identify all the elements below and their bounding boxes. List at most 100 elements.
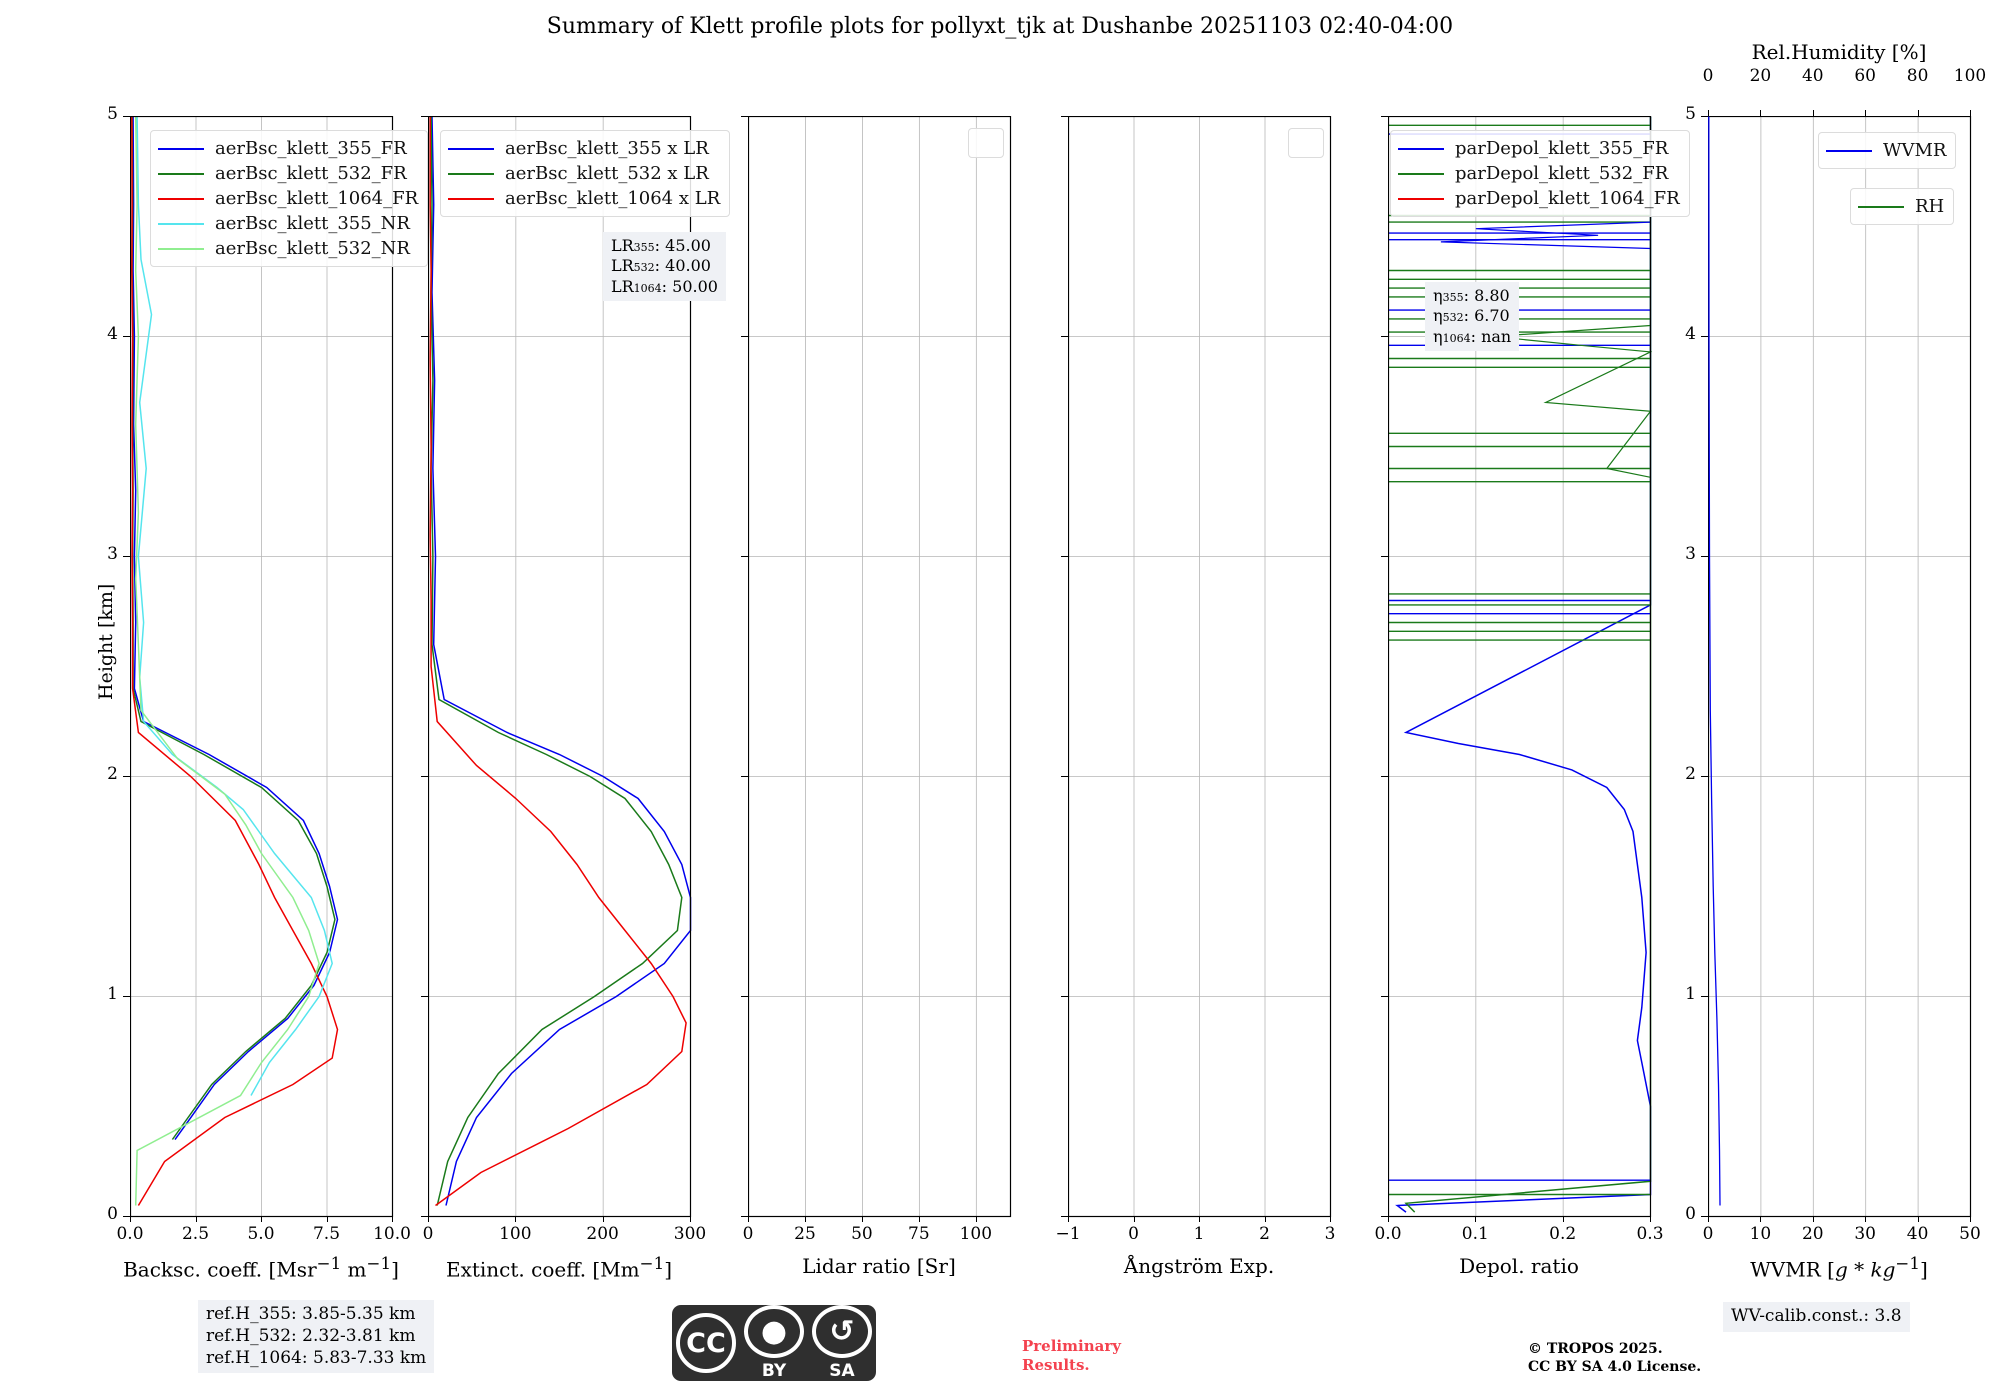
x-tick-mark	[392, 1216, 393, 1222]
legend-label: aerBsc_klett_532_FR	[215, 163, 407, 184]
x-tick-mark	[515, 1216, 517, 1222]
y-tick-mark	[421, 116, 428, 117]
license-line: CC BY SA 4.0 License.	[1528, 1359, 1702, 1376]
cc-by-segment: ● BY	[740, 1305, 808, 1381]
y-tick-label: 3	[107, 544, 118, 564]
legend-angstrom[interactable]	[1288, 128, 1324, 158]
y-tick-mark	[741, 996, 748, 997]
plot-angstrom	[1068, 116, 1332, 1218]
x-tick-mark	[326, 1216, 328, 1222]
top-x-tick-label: 60	[1854, 66, 1876, 86]
legend-swatch	[158, 247, 204, 250]
x-tick-mark	[261, 1216, 262, 1222]
eta-532: η532: 6.70	[1433, 306, 1510, 326]
ref-h-355: ref.H_355: 3.85-5.35 km	[206, 1304, 416, 1324]
legend-extinction[interactable]: aerBsc_klett_355 x LR aerBsc_klett_532 x…	[440, 130, 731, 217]
y-tick-mark	[123, 556, 130, 557]
legend-rh[interactable]: RH	[1850, 188, 1955, 225]
x-axis-label-depolarization: Depol. ratio	[1459, 1254, 1579, 1278]
x-tick-label: 300	[673, 1224, 707, 1244]
y-tick-mark	[421, 556, 428, 557]
legend-lidar-ratio[interactable]	[968, 128, 1004, 158]
x-tick-mark	[1133, 1216, 1135, 1222]
x-tick-mark	[1199, 1216, 1200, 1222]
legend-swatch	[1398, 172, 1444, 175]
x-tick-mark	[690, 1216, 691, 1222]
axes-frame	[1708, 116, 1972, 1218]
legend-item: parDepol_klett_532_FR	[1398, 161, 1680, 186]
lidar-ratio-info-box: LR355: 45.00 LR532: 40.00 LR1064: 50.00	[603, 232, 726, 302]
y-tick-mark	[123, 336, 130, 337]
legend-label: aerBsc_klett_355_NR	[215, 213, 410, 234]
legend-backscatter[interactable]: aerBsc_klett_355_FR aerBsc_klett_532_FR …	[150, 130, 429, 267]
legend-label: parDepol_klett_1064_FR	[1455, 188, 1680, 209]
legend-swatch	[1398, 147, 1444, 150]
series-line	[1404, 116, 1652, 1213]
axes-frame	[428, 116, 692, 1218]
y-tick-label: 0	[107, 1204, 118, 1224]
x-tick-label: 0	[422, 1224, 434, 1244]
x-tick-mark	[130, 1216, 131, 1222]
ref-h-1064: ref.H_1064: 5.83-7.33 km	[206, 1347, 427, 1368]
x-tick-mark	[1562, 1216, 1564, 1222]
cc-by-label: BY	[761, 1361, 787, 1381]
y-tick-mark	[1381, 116, 1388, 117]
x-tick-label: 100	[499, 1224, 532, 1244]
top-x-tick-label: 0	[1702, 66, 1714, 86]
y-tick-mark	[1381, 336, 1388, 337]
x-tick-label: 3	[1324, 1224, 1336, 1244]
tropos-copyright: © TROPOS 2025. CC BY SA 4.0 License.	[1528, 1340, 1701, 1376]
y-tick-mark	[1701, 336, 1708, 337]
x-tick-mark	[1812, 1216, 1814, 1222]
series-line	[1440, 221, 1651, 250]
x-tick-mark	[1917, 1216, 1919, 1222]
x-tick-label: 50	[851, 1224, 873, 1244]
y-axis-label: Height [km]	[95, 583, 117, 700]
x-axis-label-extinction: Extinct. coeff. [Mm−1]	[445, 1254, 673, 1282]
y-tick-mark	[1061, 556, 1068, 557]
preliminary-line-2: Results.	[1022, 1355, 1090, 1374]
legend-wvmr[interactable]: WVMR	[1818, 132, 1957, 169]
top-x-tick-mark	[1812, 110, 1814, 116]
legend-depolarization[interactable]: parDepol_klett_355_FR parDepol_klett_532…	[1390, 130, 1690, 217]
creative-commons-badge[interactable]: CC ● BY ↺ SA	[672, 1305, 876, 1381]
y-tick-mark	[1701, 776, 1708, 777]
y-tick-mark	[1701, 996, 1708, 997]
y-tick-label: 5	[1685, 104, 1696, 124]
legend-item: aerBsc_klett_355 x LR	[448, 136, 720, 161]
lr-355: LR355: 45.00	[611, 236, 711, 255]
legend-label: aerBsc_klett_532 x LR	[505, 163, 709, 184]
series-line	[1395, 116, 1652, 1213]
legend-swatch	[158, 222, 204, 225]
x-tick-mark	[1650, 1216, 1651, 1222]
x-tick-mark	[428, 1216, 429, 1222]
x-tick-label: 200	[586, 1224, 619, 1244]
legend-item: aerBsc_klett_532_FR	[158, 161, 418, 186]
top-x-tick-label: 20	[1749, 66, 1772, 86]
x-tick-label: 10	[1749, 1224, 1772, 1244]
x-tick-label: 0.0	[116, 1224, 144, 1244]
y-tick-mark	[421, 776, 428, 777]
cc-circle-icon: CC	[676, 1313, 736, 1373]
plot-wvmr-rh	[1708, 116, 1972, 1218]
y-tick-mark	[421, 336, 428, 337]
top-x-tick-mark	[1970, 110, 1971, 116]
y-tick-label: 1	[107, 984, 118, 1004]
y-tick-mark	[1061, 336, 1068, 337]
legend-swatch	[448, 197, 494, 200]
y-tick-mark	[741, 116, 748, 117]
series-line	[1708, 116, 1721, 1206]
x-axis-label-lidar-ratio: Lidar ratio [Sr]	[802, 1254, 956, 1278]
y-tick-mark	[1701, 556, 1708, 557]
x-tick-label: 7.5	[312, 1224, 341, 1244]
legend-swatch	[1826, 149, 1872, 152]
x-tick-mark	[1970, 1216, 1971, 1222]
copyright-line: © TROPOS 2025.	[1528, 1341, 1663, 1357]
x-tick-label: 25	[794, 1224, 816, 1244]
y-tick-mark	[1061, 116, 1068, 117]
legend-item: WVMR	[1826, 138, 1946, 163]
legend-swatch	[448, 172, 494, 175]
preliminary-line-1: Preliminary	[1022, 1337, 1121, 1355]
plot-extinction	[428, 116, 692, 1218]
x-tick-label: 0	[1702, 1224, 1714, 1244]
